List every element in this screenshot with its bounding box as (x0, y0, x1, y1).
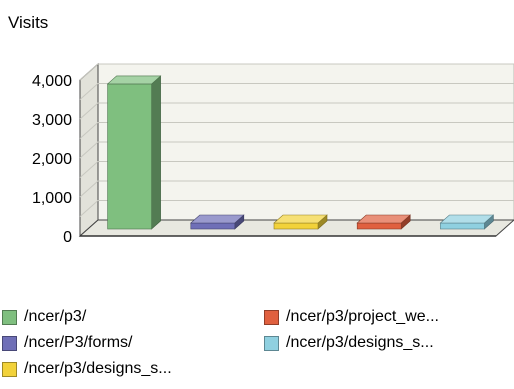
y-tick-label: 0 (63, 229, 72, 246)
bar-front (107, 83, 152, 230)
y-tick-label: 3,000 (32, 112, 72, 129)
legend-label: /ncer/p3/ (24, 308, 87, 325)
bar-top (439, 214, 495, 224)
legend-label: /ncer/p3/designs_s... (24, 360, 172, 377)
legend-swatch (264, 335, 279, 351)
bar-front (440, 222, 485, 230)
bar-4 (356, 214, 411, 230)
bar-top (356, 214, 411, 224)
gridline (79, 180, 514, 198)
legend-item: /ncer/p3/designs_s... (2, 358, 172, 380)
bar-top (273, 214, 328, 224)
bar-front (190, 222, 236, 230)
legend-item: /ncer/p3/project_we... (264, 306, 439, 328)
legend-label: /ncer/P3/forms/ (24, 334, 133, 351)
bar-5 (439, 214, 495, 230)
bar-side (151, 75, 161, 230)
gridlines (79, 63, 514, 217)
legend-label: /ncer/p3/designs_s... (286, 334, 434, 351)
bar-front (356, 222, 402, 230)
legend-swatch (2, 335, 17, 351)
legend-swatch (2, 361, 17, 377)
bar-top (106, 75, 162, 85)
gridline (79, 122, 514, 139)
bar-chart: Visits 0 1,000 2,000 3,000 4,000 (8, 13, 514, 246)
gridline (79, 141, 514, 159)
bars (106, 75, 495, 230)
legend: /ncer/p3/ /ncer/P3/forms/ /ncer/p3/designs… (0, 306, 514, 389)
legend-item: /ncer/p3/designs_s... (264, 332, 434, 354)
bar-top (190, 214, 245, 224)
bar-1 (106, 75, 162, 230)
y-tick-label: 1,000 (32, 190, 72, 207)
legend-item: /ncer/P3/forms/ (2, 332, 132, 354)
legend-swatch (264, 309, 279, 325)
gridline (79, 63, 514, 81)
y-tick-label: 4,000 (32, 73, 72, 90)
y-tick-labels: 0 1,000 2,000 3,000 4,000 (32, 73, 72, 246)
legend-label: /ncer/p3/project_we... (286, 308, 439, 325)
gridline (79, 102, 514, 120)
gridline (79, 161, 514, 178)
y-tick-label: 2,000 (32, 151, 72, 168)
bar-front (273, 222, 319, 230)
bar-3 (273, 214, 328, 230)
gridline (79, 200, 514, 217)
legend-item: /ncer/p3/ (2, 306, 86, 328)
gridline (79, 83, 514, 100)
bar-2 (190, 214, 245, 230)
legend-swatch (2, 309, 17, 325)
y-axis-title: Visits (8, 13, 48, 32)
